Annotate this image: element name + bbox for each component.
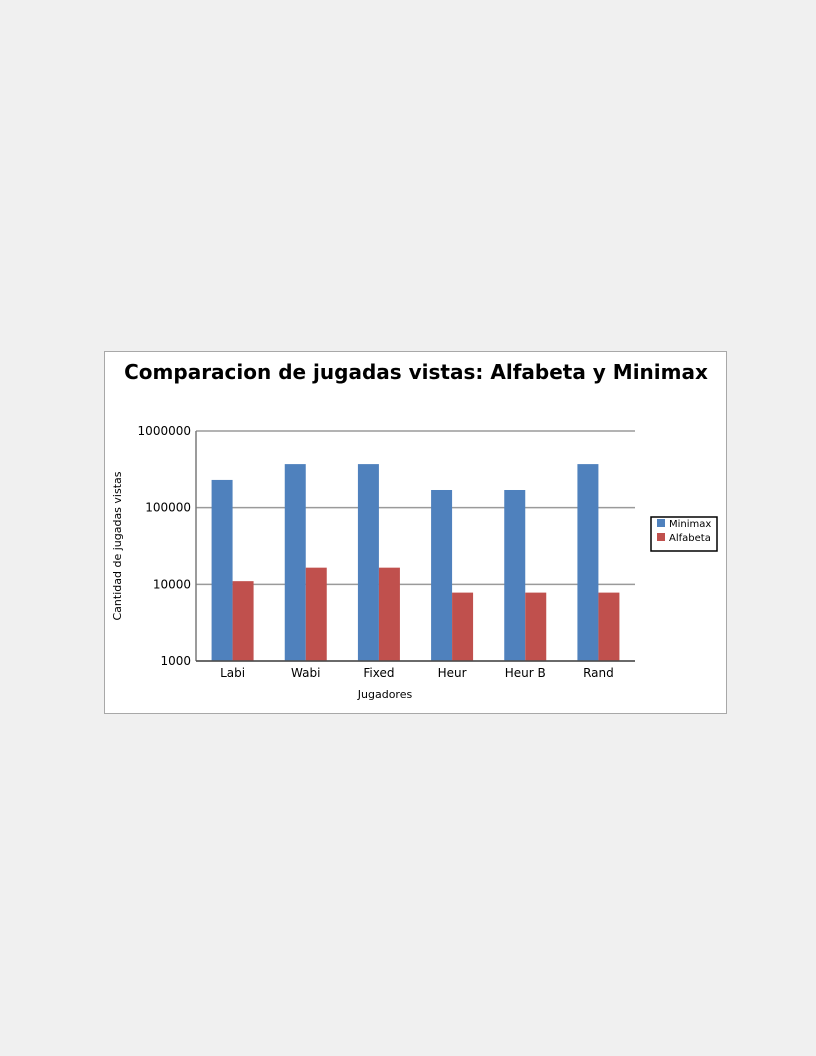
legend-label-minimax: Minimax [669,519,711,530]
bar-minimax-wabi [284,464,306,661]
legend-swatch-minimax [657,519,665,527]
y-tick-label: 10000 [153,577,191,591]
axes [195,431,635,662]
x-tick-label: Fixed [363,666,394,680]
x-tick-label: Heur [438,666,467,680]
tick-labels: 1000 10000 100000 1000000 Labi Wabi Fixed Heur H… [138,424,614,680]
y-axis-label: Cantidad de jugadas vistas [111,471,124,620]
bar-alfabeta-labi [232,581,254,661]
bar-chart: Comparacion de jugadas vistas: Alfabeta … [111,360,718,701]
x-tick-label: Labi [220,666,245,680]
x-tick-label: Wabi [291,666,320,680]
bar-minimax-fixed [357,464,379,661]
bar-minimax-labi [211,479,233,661]
bar-alfabeta-heur-b [525,592,547,661]
x-tick-label: Heur B [505,666,546,680]
y-tick-label: 1000000 [138,424,191,438]
bar-minimax-rand [577,464,599,661]
bar-minimax-heur [431,489,453,661]
bar-minimax-heur-b [504,489,526,661]
y-tick-label: 100000 [145,501,191,515]
x-tick-label: Rand [583,666,614,680]
legend: Minimax Alfabeta [650,516,718,552]
chart-panel: Comparacion de jugadas vistas: Alfabeta … [104,351,727,714]
legend-swatch-alfabeta [657,533,665,541]
bar-alfabeta-fixed [378,567,400,661]
legend-label-alfabeta: Alfabeta [669,533,711,544]
bars [211,464,620,661]
x-axis-label: Jugadores [357,688,413,701]
bar-alfabeta-wabi [305,567,327,661]
bar-alfabeta-rand [598,592,620,661]
grid-lines [196,430,635,662]
chart-title: Comparacion de jugadas vistas: Alfabeta … [124,360,708,384]
bar-alfabeta-heur [452,592,474,661]
y-tick-label: 1000 [160,654,191,668]
